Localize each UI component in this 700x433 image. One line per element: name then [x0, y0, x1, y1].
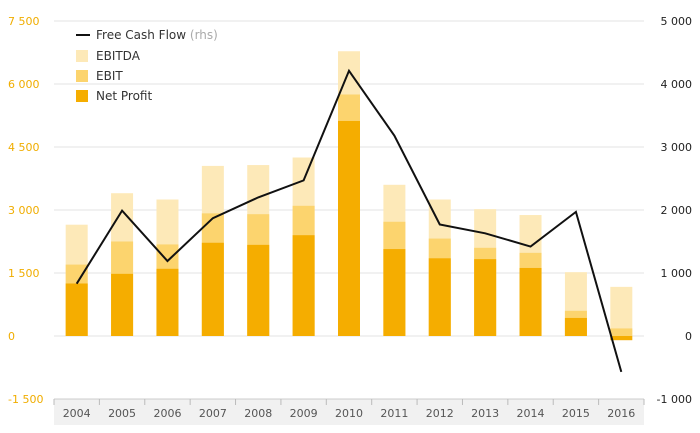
bar-net-profit: [519, 267, 542, 336]
y-left-tick-label: 1 500: [8, 267, 40, 280]
x-tick-label: 2015: [562, 407, 590, 420]
x-tick-label: 2014: [517, 407, 545, 420]
axes: -1 500 0 1 500 3 000 4 500 6 000 7 500 -1 000 0 1…: [8, 15, 692, 425]
y-left-tick-label: 0: [8, 330, 15, 343]
x-tick-label: 2005: [108, 407, 136, 420]
x-tick-label: 2013: [471, 407, 499, 420]
legend-swatch-net-profit: [76, 90, 88, 102]
legend-label-ebitda: EBITDA: [96, 49, 141, 63]
x-tick-label: 2010: [335, 407, 363, 420]
bar-ebit: [610, 328, 633, 336]
x-tick-label: 2009: [290, 407, 318, 420]
y-left-tick-label: -1 500: [8, 393, 43, 406]
bar-ebitda: [610, 286, 633, 336]
y-left-tick-label: 4 500: [8, 141, 40, 154]
y-right-tick-label: 5 000: [661, 15, 693, 28]
legend-label-ebit: EBIT: [96, 69, 123, 83]
bar-net-profit: [610, 336, 633, 341]
bar-net-profit: [65, 283, 88, 336]
x-tick-label: 2016: [607, 407, 635, 420]
x-tick-label: 2006: [153, 407, 181, 420]
bar-net-profit: [474, 259, 497, 336]
x-tick-label: 2012: [426, 407, 454, 420]
free-cash-flow-line-group: [75, 68, 623, 373]
y-right-tick-label: 3 000: [661, 141, 693, 154]
x-tick-label: 2004: [63, 407, 91, 420]
bar-net-profit: [338, 120, 360, 337]
bar-net-profit: [564, 317, 587, 336]
legend-swatch-ebitda: [76, 50, 88, 62]
bar-net-profit: [428, 258, 451, 336]
y-right-tick-label: 0: [685, 330, 692, 343]
y-right-tick-label: 1 000: [661, 267, 693, 280]
legend-swatch-ebit: [76, 70, 88, 82]
bar-net-profit: [383, 249, 406, 336]
x-tick-label: 2007: [199, 407, 227, 420]
y-right-tick-label: 4 000: [661, 78, 693, 91]
y-left-tick-label: 7 500: [8, 15, 40, 28]
y-left-tick-label: 6 000: [8, 78, 40, 91]
y-left-tick-label: 3 000: [8, 204, 40, 217]
bar-net-profit: [111, 273, 134, 336]
bar-net-profit: [201, 242, 224, 336]
legend-label-free-cash-flow: Free Cash Flow (rhs): [96, 28, 218, 42]
x-tick-label: 2008: [244, 407, 272, 420]
bars: [65, 51, 633, 341]
legend-label-net-profit: Net Profit: [96, 89, 152, 103]
x-tick-label: 2011: [380, 407, 408, 420]
bar-net-profit: [156, 268, 179, 336]
legend: Free Cash Flow (rhs) EBITDA EBIT Net Pro…: [76, 28, 218, 103]
bar-net-profit: [292, 235, 315, 336]
x-axis-band: [54, 399, 644, 425]
bar-net-profit: [247, 244, 270, 336]
y-right-tick-label: 2 000: [661, 204, 693, 217]
y-right-tick-label: -1 000: [657, 393, 692, 406]
